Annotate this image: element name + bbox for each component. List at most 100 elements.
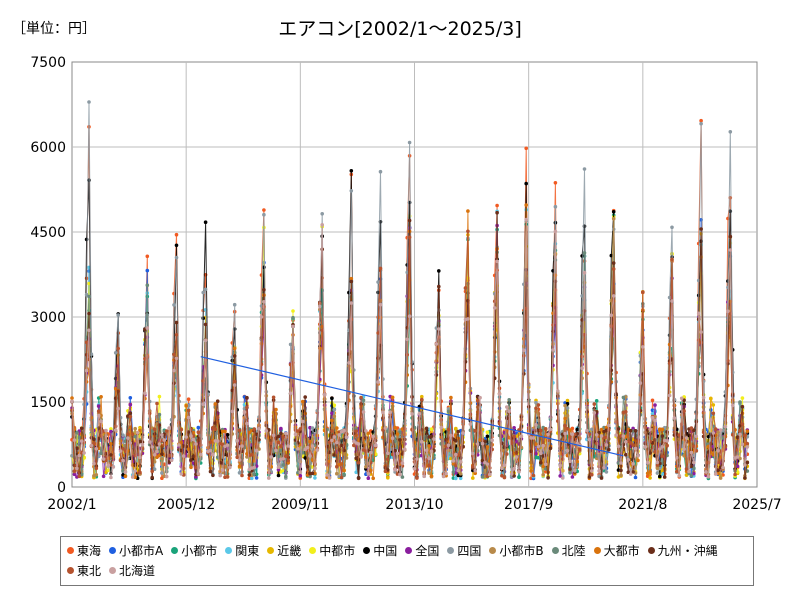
legend-item: 小都市A — [109, 540, 163, 560]
data-point — [232, 383, 237, 387]
data-point — [745, 460, 750, 465]
data-point — [366, 476, 371, 481]
data-point — [335, 464, 339, 469]
data-point — [728, 130, 733, 134]
data-point — [534, 400, 538, 405]
data-point — [96, 413, 101, 418]
data-point — [582, 251, 587, 255]
legend-marker-icon — [67, 546, 74, 554]
data-point — [245, 421, 249, 426]
data-point — [82, 451, 86, 455]
data-point — [648, 451, 652, 455]
data-point — [687, 469, 691, 474]
legend-label: 全国 — [415, 543, 440, 558]
data-point — [138, 455, 142, 460]
data-point — [495, 259, 499, 264]
data-point — [403, 447, 407, 452]
data-point — [628, 428, 633, 433]
data-point — [356, 476, 361, 481]
data-point — [660, 427, 665, 432]
data-point — [274, 448, 278, 453]
data-point — [740, 396, 745, 400]
data-point — [390, 395, 395, 400]
data-point — [237, 458, 242, 462]
data-point — [84, 368, 89, 373]
data-point — [458, 459, 463, 464]
data-point — [740, 422, 745, 426]
data-point — [79, 439, 84, 443]
data-point — [393, 467, 397, 472]
data-point — [740, 404, 745, 409]
trendline — [200, 356, 624, 457]
data-point — [473, 471, 478, 476]
legend-label: 東北 — [77, 563, 102, 578]
data-point — [133, 469, 137, 473]
data-point — [626, 457, 631, 462]
data-point — [531, 473, 536, 478]
data-point — [645, 460, 650, 465]
data-point — [101, 474, 106, 479]
data-point — [150, 445, 154, 449]
data-point — [123, 449, 128, 454]
x-tick-label: 2025/7 — [732, 497, 781, 513]
data-point — [461, 431, 465, 435]
data-point — [342, 428, 346, 433]
data-point — [638, 401, 643, 406]
data-point — [689, 450, 694, 455]
x-tick-label: 2017/9 — [504, 497, 553, 513]
data-point — [446, 409, 451, 414]
data-point — [711, 403, 716, 407]
legend-label: 四国 — [457, 543, 482, 558]
data-point — [386, 476, 390, 480]
data-point — [456, 468, 461, 473]
data-point — [318, 304, 322, 309]
data-point — [439, 425, 444, 430]
data-point — [648, 427, 652, 432]
data-point — [437, 327, 441, 331]
data-point — [541, 443, 545, 448]
data-point — [556, 389, 560, 393]
data-point — [478, 431, 482, 435]
data-point — [349, 301, 354, 305]
data-point — [111, 465, 116, 469]
data-point — [215, 399, 220, 404]
x-tick-label: 2009/11 — [271, 497, 329, 513]
data-point — [279, 448, 283, 453]
data-point — [628, 472, 633, 476]
y-tick-label: 0 — [57, 480, 66, 496]
data-point — [284, 431, 288, 436]
data-point — [616, 427, 621, 431]
data-point — [72, 469, 77, 473]
data-point — [718, 476, 723, 480]
data-point — [378, 169, 383, 174]
data-point — [189, 465, 193, 470]
line-chart: 0 1500 3000 4500 6000 7500 2002/1 2005/12 2009/1… — [30, 55, 781, 513]
data-point — [381, 428, 385, 432]
data-point — [116, 313, 120, 317]
data-point — [458, 476, 463, 481]
x-tick-label: 2005/12 — [157, 497, 215, 513]
data-point — [495, 210, 499, 215]
data-point — [109, 429, 113, 434]
data-point — [534, 406, 538, 411]
data-point — [373, 443, 378, 448]
data-point — [624, 410, 628, 414]
data-point — [400, 461, 405, 465]
data-point — [488, 472, 492, 477]
data-point — [548, 446, 553, 451]
legend-item: 九州・沖縄 — [647, 540, 718, 560]
data-point — [745, 445, 750, 449]
data-point — [422, 474, 427, 479]
data-point — [240, 473, 244, 478]
data-point — [181, 454, 186, 458]
data-point — [507, 398, 512, 402]
data-point — [208, 448, 213, 453]
data-point — [177, 443, 181, 447]
data-point — [349, 189, 354, 193]
data-point — [390, 436, 395, 441]
data-point — [410, 428, 414, 432]
data-point — [383, 469, 388, 474]
data-point — [245, 395, 249, 400]
data-point — [675, 469, 679, 474]
data-point — [128, 411, 133, 416]
